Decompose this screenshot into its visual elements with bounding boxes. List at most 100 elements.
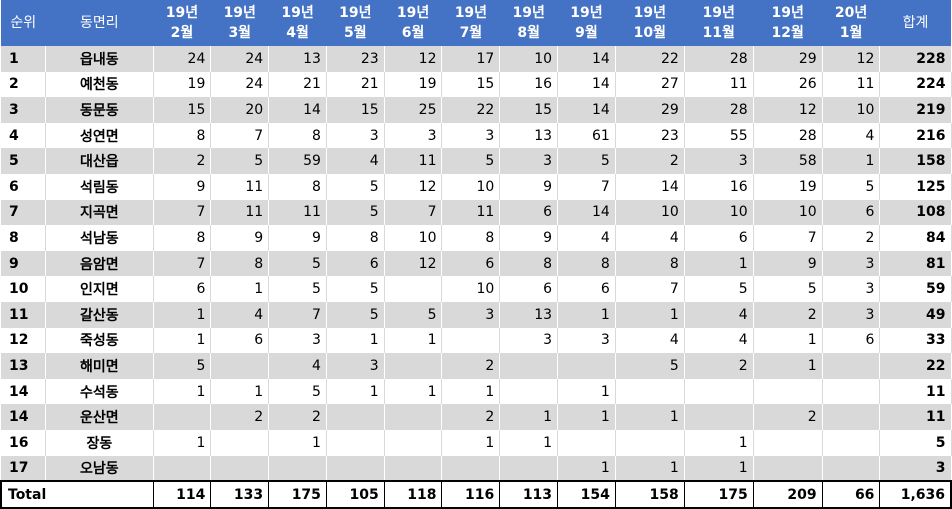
month-value-cell: 1 xyxy=(153,327,212,354)
table-row: 4 성연면 8 7 8 3 3 3 13 61 23 55 28 4 216 xyxy=(1,122,952,149)
total-month-cell: 133 xyxy=(210,480,270,509)
month-value-cell: 7 xyxy=(557,173,616,200)
month-value-cell: 1 xyxy=(499,404,559,430)
rank-cell: 13 xyxy=(1,353,47,379)
row-total-cell: 219 xyxy=(879,97,952,123)
region-name-cell: 장동 xyxy=(45,429,154,456)
month-value-cell: 6 xyxy=(499,199,559,226)
table-row: 10 인지면 6 1 5 5 10 6 6 7 5 5 3 59 xyxy=(1,276,952,302)
month-value-cell: 7 xyxy=(384,199,443,226)
month-value-cell xyxy=(557,353,616,379)
month-value-cell: 12 xyxy=(384,46,443,72)
region-name-cell: 운산면 xyxy=(45,404,154,430)
month-value-cell: 22 xyxy=(615,46,685,72)
month-value-cell: 5 xyxy=(441,148,501,174)
month-value-cell: 61 xyxy=(557,122,616,149)
month-value-cell: 5 xyxy=(326,301,385,328)
month-value-cell: 6 xyxy=(326,250,385,277)
month-value-cell: 9 xyxy=(753,250,823,277)
month-value-cell: 8 xyxy=(153,225,212,251)
row-total-cell: 158 xyxy=(879,148,952,174)
month-value-cell: 21 xyxy=(326,71,385,98)
month-value-cell: 1 xyxy=(684,455,754,482)
month-value-cell: 10 xyxy=(499,46,559,72)
month-header: 19년 10월 xyxy=(615,0,685,46)
month-value-cell: 10 xyxy=(441,173,501,200)
month-value-cell: 1 xyxy=(557,301,616,328)
month-value-cell: 6 xyxy=(822,327,881,354)
month-value-cell: 1 xyxy=(210,378,270,405)
month-value-cell: 29 xyxy=(615,97,685,123)
month-value-cell: 55 xyxy=(684,122,754,149)
month-value-cell: 1 xyxy=(615,404,685,430)
month-value-cell: 1 xyxy=(153,301,212,328)
month-value-cell xyxy=(326,455,385,482)
rank-cell: 16 xyxy=(1,429,47,456)
total-month-cell: 154 xyxy=(557,480,616,509)
month-value-cell: 6 xyxy=(684,225,754,251)
total-month-cell: 105 xyxy=(326,480,385,509)
month-value-cell: 5 xyxy=(822,173,881,200)
total-header: 합계 xyxy=(879,0,951,46)
rank-cell: 7 xyxy=(1,199,47,226)
month-value-cell xyxy=(557,429,616,456)
month-value-cell: 11 xyxy=(822,71,881,98)
month-value-cell: 6 xyxy=(822,199,881,226)
month-value-cell: 10 xyxy=(615,199,685,226)
month-value-cell: 10 xyxy=(441,276,501,302)
month-value-cell xyxy=(684,378,754,405)
region-name-cell: 음암면 xyxy=(45,250,154,277)
month-value-cell: 2 xyxy=(153,148,212,174)
month-value-cell: 19 xyxy=(153,71,212,98)
month-value-cell: 2 xyxy=(441,404,501,430)
month-value-cell: 15 xyxy=(441,71,501,98)
month-header: 19년 8월 xyxy=(499,0,558,46)
month-value-cell: 7 xyxy=(153,199,212,226)
month-header: 19년 12월 xyxy=(753,0,823,46)
region-name-cell: 수석동 xyxy=(45,378,154,405)
month-value-cell xyxy=(384,429,443,456)
table-row: 11 갈산동 1 4 7 5 5 3 13 1 1 4 2 3 49 xyxy=(1,301,952,328)
table-row: 16 장동 1 1 1 1 1 5 xyxy=(1,429,952,456)
row-total-cell: 228 xyxy=(879,46,952,72)
table-row: 7 지곡면 7 11 11 5 7 11 6 14 10 10 10 6 108 xyxy=(1,199,952,226)
month-value-cell: 1 xyxy=(153,429,212,456)
row-total-cell: 59 xyxy=(879,276,952,302)
rank-cell: 17 xyxy=(1,455,47,482)
region-name-cell: 예천동 xyxy=(45,71,154,98)
row-total-cell: 33 xyxy=(879,327,952,354)
row-total-cell: 5 xyxy=(879,429,952,456)
region-header: 동면리 xyxy=(45,0,154,46)
month-value-cell xyxy=(753,429,823,456)
month-value-cell xyxy=(615,378,685,405)
month-value-cell: 3 xyxy=(326,122,385,149)
rank-cell: 10 xyxy=(1,276,47,302)
month-value-cell: 14 xyxy=(268,97,327,123)
month-value-cell: 14 xyxy=(557,199,616,226)
table-row: 2 예천동 19 24 21 21 19 15 16 14 27 11 26 11 224 xyxy=(1,71,952,98)
month-value-cell: 1 xyxy=(753,327,823,354)
month-value-cell: 3 xyxy=(557,327,616,354)
month-value-cell: 5 xyxy=(326,199,385,226)
rank-cell: 3 xyxy=(1,97,47,123)
rank-cell: 14 xyxy=(1,378,47,405)
month-header: 19년 2월 xyxy=(153,0,211,46)
month-value-cell: 1 xyxy=(557,378,616,405)
month-value-cell: 9 xyxy=(268,225,327,251)
table-row: 17 오남동 1 1 1 3 xyxy=(1,455,952,482)
month-value-cell xyxy=(210,455,270,482)
row-total-cell: 216 xyxy=(879,122,952,149)
month-value-cell xyxy=(822,429,881,456)
month-value-cell xyxy=(326,429,385,456)
month-value-cell: 5 xyxy=(210,148,270,174)
month-value-cell xyxy=(441,455,501,482)
region-name-cell: 인지면 xyxy=(45,276,154,302)
month-value-cell: 5 xyxy=(615,353,685,379)
region-name-cell: 죽성동 xyxy=(45,327,154,354)
month-value-cell: 5 xyxy=(557,148,616,174)
month-value-cell: 1 xyxy=(557,404,616,430)
month-header: 19년 4월 xyxy=(268,0,327,46)
month-value-cell: 2 xyxy=(615,148,685,174)
table-row: 12 죽성동 1 6 3 1 1 3 3 4 4 1 6 33 xyxy=(1,327,952,354)
month-value-cell xyxy=(384,455,443,482)
